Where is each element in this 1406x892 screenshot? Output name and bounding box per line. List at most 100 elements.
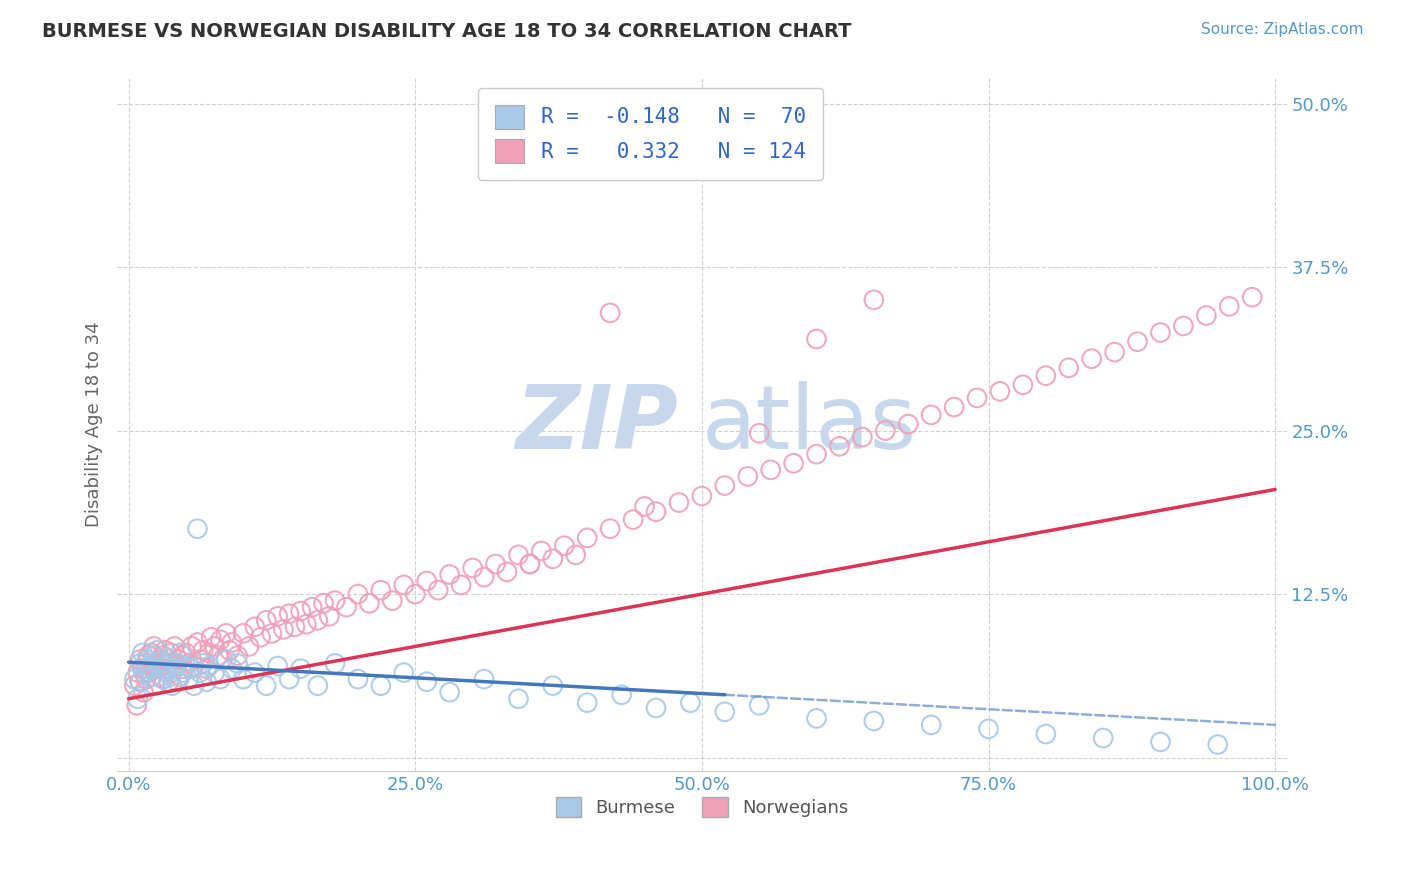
Point bbox=[138, 659, 160, 673]
Point bbox=[806, 332, 828, 346]
Point bbox=[169, 646, 191, 660]
Point bbox=[177, 657, 200, 671]
Point bbox=[645, 701, 668, 715]
Point bbox=[141, 669, 163, 683]
Point bbox=[828, 439, 851, 453]
Point bbox=[748, 426, 770, 441]
Point bbox=[988, 384, 1011, 399]
Point bbox=[157, 652, 180, 666]
Point bbox=[1173, 318, 1195, 333]
Point bbox=[207, 648, 229, 663]
Point bbox=[180, 662, 202, 676]
Point bbox=[381, 593, 404, 607]
Point bbox=[167, 652, 190, 666]
Point bbox=[920, 718, 942, 732]
Point bbox=[1195, 309, 1218, 323]
Point bbox=[180, 640, 202, 654]
Point bbox=[195, 674, 218, 689]
Point bbox=[439, 685, 461, 699]
Point bbox=[169, 669, 191, 683]
Point bbox=[124, 679, 146, 693]
Point bbox=[576, 531, 599, 545]
Point bbox=[1126, 334, 1149, 349]
Point bbox=[851, 430, 873, 444]
Point bbox=[155, 643, 177, 657]
Point bbox=[132, 665, 155, 680]
Text: Source: ZipAtlas.com: Source: ZipAtlas.com bbox=[1201, 22, 1364, 37]
Point bbox=[160, 679, 183, 693]
Point bbox=[174, 646, 197, 660]
Point bbox=[174, 659, 197, 673]
Point bbox=[155, 665, 177, 680]
Point bbox=[307, 679, 329, 693]
Point bbox=[204, 640, 226, 654]
Point bbox=[295, 617, 318, 632]
Point bbox=[193, 657, 215, 671]
Point bbox=[188, 652, 211, 666]
Point bbox=[301, 600, 323, 615]
Point bbox=[278, 672, 301, 686]
Point bbox=[211, 652, 233, 666]
Point bbox=[1149, 735, 1171, 749]
Point bbox=[318, 609, 340, 624]
Point bbox=[152, 672, 174, 686]
Point bbox=[806, 711, 828, 725]
Point bbox=[897, 417, 920, 431]
Point bbox=[323, 657, 346, 671]
Point bbox=[215, 626, 238, 640]
Point bbox=[136, 652, 159, 666]
Point bbox=[307, 613, 329, 627]
Point bbox=[863, 293, 886, 307]
Y-axis label: Disability Age 18 to 34: Disability Age 18 to 34 bbox=[86, 321, 103, 527]
Point bbox=[977, 722, 1000, 736]
Point bbox=[141, 646, 163, 660]
Point bbox=[226, 657, 249, 671]
Point bbox=[129, 657, 152, 671]
Point bbox=[172, 648, 194, 663]
Point bbox=[278, 607, 301, 621]
Point bbox=[714, 705, 737, 719]
Point bbox=[508, 548, 530, 562]
Point bbox=[166, 657, 188, 671]
Point bbox=[519, 557, 541, 571]
Point bbox=[249, 630, 271, 644]
Point bbox=[143, 659, 166, 673]
Point bbox=[370, 583, 392, 598]
Point bbox=[136, 648, 159, 663]
Point bbox=[599, 522, 621, 536]
Point bbox=[737, 469, 759, 483]
Point bbox=[290, 662, 312, 676]
Point bbox=[127, 691, 149, 706]
Point bbox=[149, 669, 172, 683]
Point bbox=[146, 643, 169, 657]
Point bbox=[748, 698, 770, 713]
Point bbox=[714, 478, 737, 492]
Text: ZIP: ZIP bbox=[516, 381, 679, 467]
Point bbox=[1035, 368, 1057, 383]
Point bbox=[135, 672, 157, 686]
Point bbox=[135, 657, 157, 671]
Point bbox=[1104, 345, 1126, 359]
Point bbox=[160, 669, 183, 683]
Point bbox=[160, 646, 183, 660]
Point bbox=[226, 648, 249, 663]
Point bbox=[484, 557, 506, 571]
Point bbox=[135, 662, 157, 676]
Point bbox=[198, 646, 221, 660]
Point bbox=[782, 456, 804, 470]
Point bbox=[645, 505, 668, 519]
Legend: Burmese, Norwegians: Burmese, Norwegians bbox=[548, 789, 855, 824]
Point bbox=[290, 604, 312, 618]
Point bbox=[370, 679, 392, 693]
Point bbox=[472, 570, 495, 584]
Point bbox=[157, 657, 180, 671]
Point bbox=[132, 685, 155, 699]
Point bbox=[186, 522, 208, 536]
Point bbox=[232, 672, 254, 686]
Point bbox=[599, 306, 621, 320]
Point bbox=[323, 593, 346, 607]
Point bbox=[163, 662, 186, 676]
Point bbox=[254, 679, 277, 693]
Point bbox=[209, 632, 232, 647]
Point bbox=[519, 557, 541, 571]
